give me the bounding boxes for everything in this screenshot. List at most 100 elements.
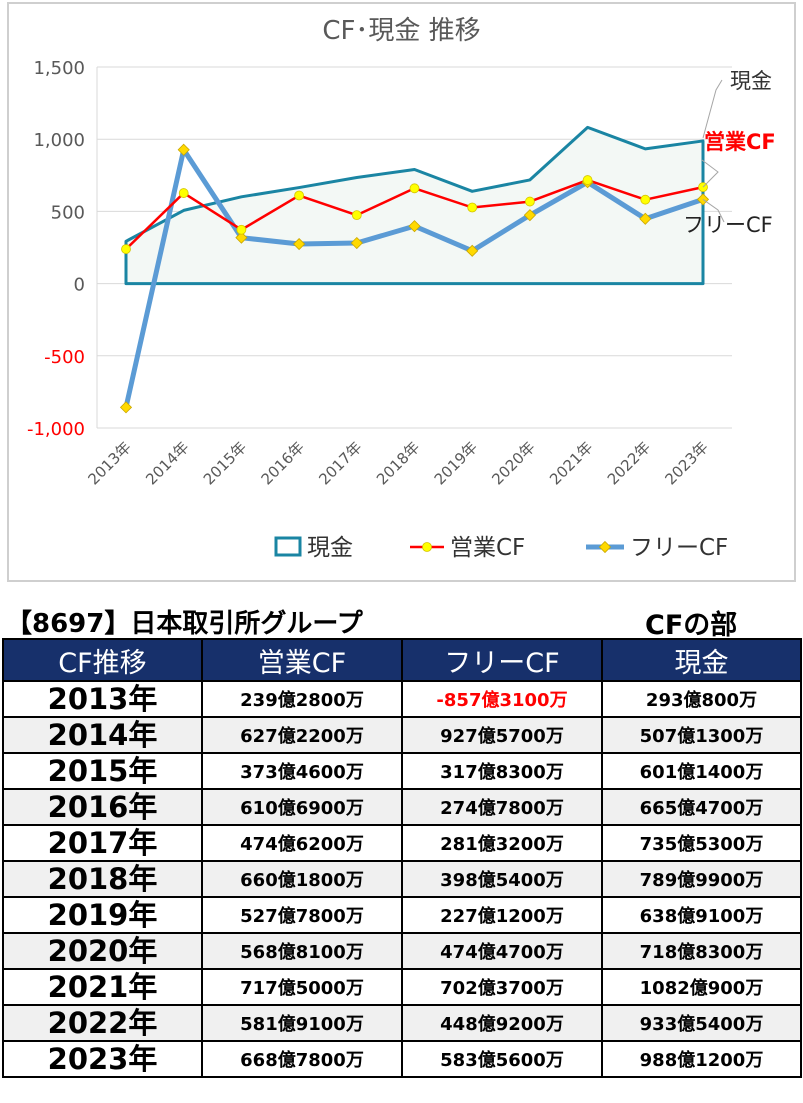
operating-cf-leader-line bbox=[701, 159, 719, 188]
row-cash: 933億5400万 bbox=[601, 1004, 802, 1042]
row-operating-cf: 717億5000万 bbox=[201, 968, 403, 1006]
row-year: 2014年 bbox=[2, 716, 203, 754]
free-cf-point bbox=[639, 212, 652, 225]
table-row: 2015年 373億4600万 317億8300万 601億1400万 bbox=[2, 752, 802, 790]
free-cf-point bbox=[119, 401, 133, 414]
operating-cf-point bbox=[121, 244, 131, 254]
end-label-free-cf: フリーCF bbox=[683, 213, 773, 237]
row-operating-cf: 627億2200万 bbox=[201, 716, 403, 754]
row-free-cf: 227億1200万 bbox=[401, 896, 603, 934]
row-cash: 665億4700万 bbox=[601, 788, 802, 826]
series-cash-area bbox=[124, 125, 705, 286]
row-free-cf: 927億5700万 bbox=[401, 716, 603, 754]
table-row: 2022年 581億9100万 448億9200万 933億5400万 bbox=[2, 1004, 802, 1042]
legend-cash-swatch bbox=[274, 536, 302, 557]
table-row: 2017年 474億6200万 281億3200万 735億5300万 bbox=[2, 824, 802, 862]
row-operating-cf: 239億2800万 bbox=[201, 680, 403, 718]
x-tick-label: 2016年 bbox=[258, 438, 308, 488]
cash-leader-line bbox=[702, 79, 723, 139]
operating-cf-point bbox=[178, 188, 189, 198]
row-cash: 789億9900万 bbox=[601, 860, 802, 898]
row-cash: 507億1300万 bbox=[601, 716, 802, 754]
table-row: 2021年 717億5000万 702億3700万 1082億900万 bbox=[2, 968, 802, 1006]
company-title: 【8697】日本取引所グループ bbox=[6, 609, 363, 639]
row-operating-cf: 581億9100万 bbox=[201, 1004, 403, 1042]
y-tick-label: -1,000 bbox=[27, 419, 85, 440]
free-cf-point bbox=[293, 237, 306, 251]
x-tick-label: 2014年 bbox=[142, 438, 192, 488]
y-tick-label: 1,500 bbox=[33, 58, 85, 79]
row-cash: 988億1200万 bbox=[601, 1040, 802, 1078]
x-tick-label: 2023年 bbox=[661, 438, 711, 488]
free-cf-point bbox=[466, 244, 479, 257]
row-operating-cf: 668億7800万 bbox=[201, 1040, 403, 1078]
row-free-cf: 583億5600万 bbox=[401, 1040, 603, 1078]
row-cash: 735億5300万 bbox=[601, 824, 802, 862]
operating-cf-point bbox=[467, 202, 478, 213]
row-year: 2013年 bbox=[2, 680, 203, 718]
row-year: 2021年 bbox=[2, 968, 203, 1006]
cf-table: CF推移 営業CF フリーCF 現金 2013年 239億2800万 -857億31… bbox=[2, 638, 802, 1078]
x-tick-label: 2021年 bbox=[546, 438, 596, 488]
x-tick-label: 2022年 bbox=[604, 438, 654, 488]
legend-free-cf-label: フリーCF bbox=[630, 535, 728, 561]
y-tick-label: 500 bbox=[51, 202, 85, 223]
row-operating-cf: 527億7800万 bbox=[201, 896, 403, 934]
free-cf-point bbox=[523, 209, 536, 222]
free-cf-point bbox=[350, 236, 363, 250]
row-cash: 718億8300万 bbox=[601, 932, 802, 970]
row-free-cf: 317億8300万 bbox=[401, 752, 603, 790]
row-operating-cf: 610億6900万 bbox=[201, 788, 403, 826]
row-year: 2018年 bbox=[2, 860, 203, 898]
table-row: 2023年 668億7800万 583億5600万 988億1200万 bbox=[2, 1040, 802, 1078]
x-tick-label: 2015年 bbox=[200, 438, 250, 488]
x-tick-label: 2013年 bbox=[84, 438, 134, 488]
y-tick-label: 0 bbox=[74, 275, 85, 296]
chart-title: CF･現金 推移 bbox=[322, 16, 481, 46]
row-operating-cf: 568億8100万 bbox=[201, 932, 403, 970]
x-tick-label: 2019年 bbox=[431, 438, 481, 488]
row-cash: 601億1400万 bbox=[601, 752, 802, 790]
table-row: 2013年 239億2800万 -857億3100万 293億800万 bbox=[2, 680, 802, 718]
legend-operating-cf-marker bbox=[422, 542, 432, 552]
row-year: 2017年 bbox=[2, 824, 203, 862]
row-year: 2020年 bbox=[2, 932, 203, 970]
legend-operating-cf-label: 営業CF bbox=[450, 535, 525, 561]
row-free-cf: 274億7800万 bbox=[401, 788, 603, 826]
row-free-cf: 398億5400万 bbox=[401, 860, 603, 898]
table-row: 2016年 610億6900万 274億7800万 665億4700万 bbox=[2, 788, 802, 826]
free-cf-point bbox=[235, 231, 248, 244]
table-row: 2014年 627億2200万 927億5700万 507億1300万 bbox=[2, 716, 802, 754]
operating-cf-point bbox=[640, 194, 651, 205]
row-cash: 638億9100万 bbox=[601, 896, 802, 934]
header-cf-trend: CF推移 bbox=[2, 638, 203, 682]
operating-cf-point bbox=[294, 190, 305, 201]
x-tick-label: 2018年 bbox=[373, 438, 423, 488]
legend-cash-label: 現金 bbox=[307, 535, 353, 561]
end-label-operating-cf: 営業CF bbox=[704, 130, 776, 154]
row-free-cf: 281億3200万 bbox=[401, 824, 603, 862]
table-row: 2020年 568億8100万 474億4700万 718億8300万 bbox=[2, 932, 802, 970]
operating-cf-point bbox=[409, 183, 420, 194]
table-row: 2019年 527億7800万 227億1200万 638億9100万 bbox=[2, 896, 802, 934]
row-year: 2023年 bbox=[2, 1040, 203, 1078]
row-operating-cf: 474億6200万 bbox=[201, 824, 403, 862]
x-tick-label: 2020年 bbox=[488, 438, 538, 488]
row-free-cf: 448億9200万 bbox=[401, 1004, 603, 1042]
row-cash: 293億800万 bbox=[601, 680, 802, 718]
row-year: 2015年 bbox=[2, 752, 203, 790]
end-label-cash: 現金 bbox=[730, 69, 772, 93]
row-cash: 1082億900万 bbox=[601, 968, 802, 1006]
row-operating-cf: 373億4600万 bbox=[201, 752, 403, 790]
table-row: 2018年 660億1800万 398億5400万 789億9900万 bbox=[2, 860, 802, 898]
header-operating-cf: 営業CF bbox=[201, 638, 403, 682]
operating-cf-point bbox=[525, 196, 535, 207]
row-operating-cf: 660億1800万 bbox=[201, 860, 403, 898]
row-year: 2022年 bbox=[2, 1004, 203, 1042]
free-cf-leader-line bbox=[702, 199, 725, 223]
table-header-row: CF推移 営業CF フリーCF 現金 bbox=[2, 638, 802, 682]
y-tick-label: 1,000 bbox=[33, 130, 85, 151]
chart-frame bbox=[7, 2, 796, 582]
legend-free-cf-marker bbox=[598, 540, 612, 554]
